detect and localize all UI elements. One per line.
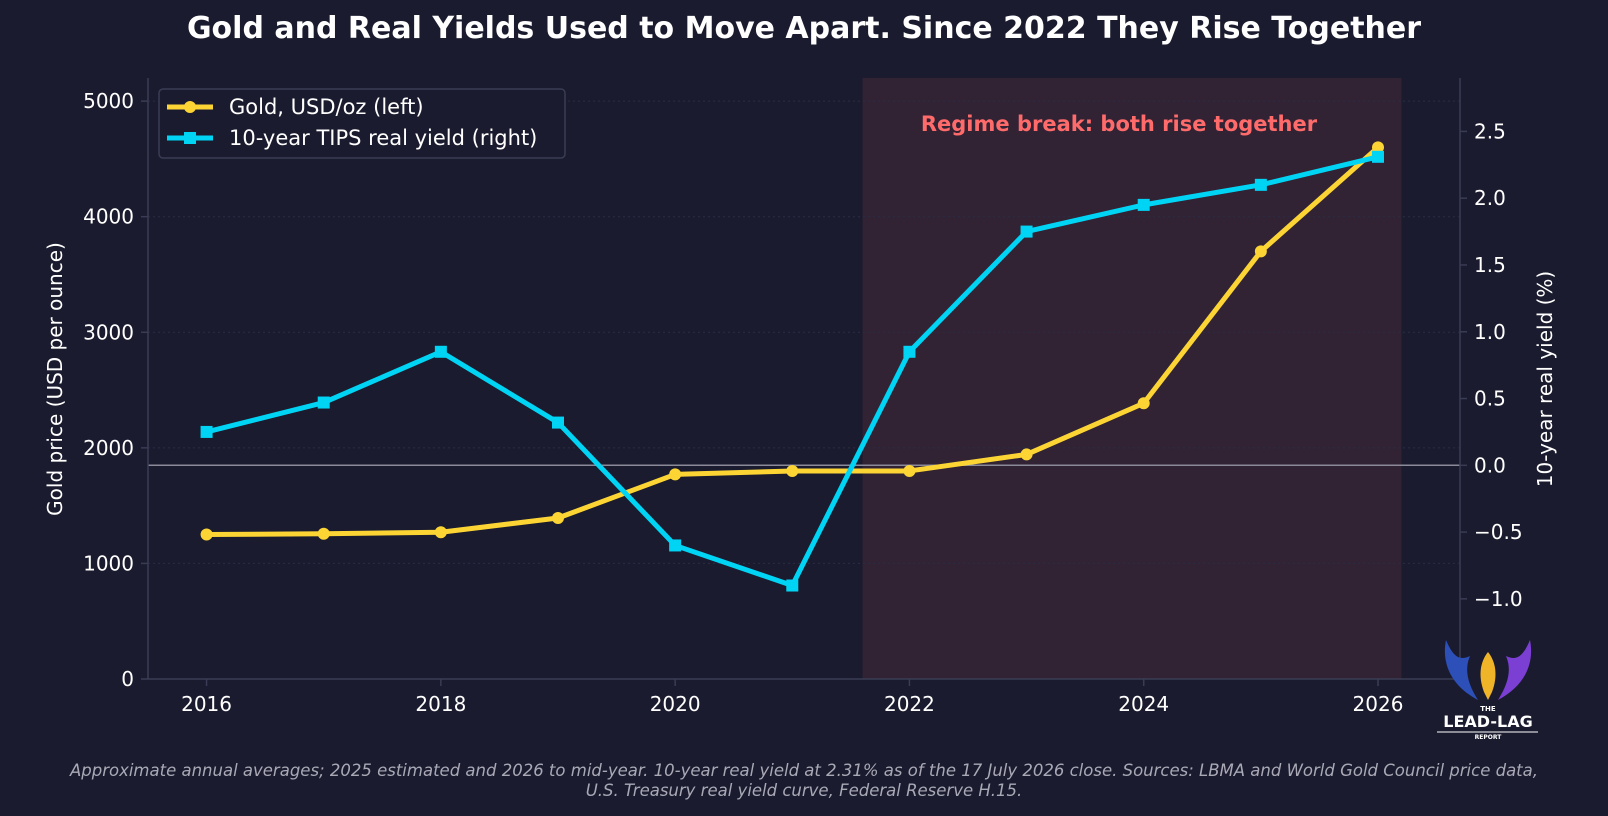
y-right-tick-label: 1.0 — [1474, 320, 1506, 344]
gold-data-point — [1020, 448, 1033, 461]
real-yield-data-point — [786, 579, 799, 592]
y-right-tick-label: −1.0 — [1474, 587, 1523, 611]
x-tick-label: 2024 — [1118, 692, 1169, 716]
gold-data-point — [1372, 141, 1384, 154]
logo-bird-body — [1480, 652, 1496, 700]
y-right-tick-label: 2.5 — [1474, 119, 1506, 143]
gold-data-point — [786, 464, 799, 477]
legend-gold-swatch-marker — [184, 101, 196, 113]
legend-box — [158, 88, 566, 159]
y-right-tick-label: −0.5 — [1474, 520, 1523, 544]
y-left-tick-label: 4000 — [83, 205, 134, 229]
legend-yield-swatch-marker — [184, 132, 196, 144]
left-axis-ticks: 0 1000 2000 3000 4000 5000 — [83, 89, 148, 691]
real-yield-data-point — [317, 396, 330, 409]
real-yield-data-point — [1372, 150, 1384, 163]
gold-data-point — [552, 512, 564, 525]
real-yield-data-point — [434, 345, 447, 358]
x-tick-label: 2026 — [1353, 692, 1404, 716]
gold-data-point — [903, 464, 916, 477]
y-left-tick-label: 2000 — [83, 436, 134, 460]
logo-right-wing — [1498, 640, 1532, 700]
y-left-tick-label: 5000 — [83, 89, 134, 113]
gold-data-point — [317, 527, 330, 540]
right-axis-ticks: −1.0 −0.5 0.0 0.5 1.0 1.5 2.0 2.5 — [1460, 119, 1523, 611]
real-yield-data-point — [1254, 178, 1267, 191]
y-left-tick-label: 3000 — [83, 320, 134, 344]
caption-line-2: U.S. Treasury real yield curve, Federal … — [586, 781, 1023, 800]
real-yield-data-point — [200, 425, 213, 438]
x-tick-label: 2018 — [415, 692, 466, 716]
chart-title: Gold and Real Yields Used to Move Apart.… — [187, 11, 1421, 46]
caption-line-1: Approximate annual averages; 2025 estima… — [69, 761, 1538, 780]
gold-data-point — [200, 528, 213, 541]
y-right-tick-label: 0.0 — [1474, 453, 1506, 477]
x-axis-ticks: 2016 2018 2020 2022 2024 2026 — [181, 679, 1403, 716]
logo-text-lead-lag: LEAD-LAG — [1443, 712, 1532, 731]
real-yield-data-point — [1137, 198, 1150, 211]
gold-data-point — [1254, 245, 1267, 258]
logo-text-report: REPORT — [1475, 734, 1503, 741]
y-right-tick-label: 0.5 — [1474, 387, 1506, 411]
lead-lag-logo: THE LEAD-LAG REPORT — [1437, 640, 1538, 741]
gold-data-point — [669, 468, 682, 481]
gold-data-point — [434, 526, 447, 539]
y-right-axis-label: 10-year real yield (%) — [1533, 271, 1557, 487]
x-tick-label: 2020 — [650, 692, 701, 716]
real-yield-data-point — [1020, 225, 1033, 238]
regime-annotation: Regime break: both rise together — [921, 112, 1318, 136]
logo-left-wing — [1444, 640, 1478, 700]
logo-text-the: THE — [1480, 705, 1496, 713]
gold-data-point — [1137, 397, 1150, 410]
y-left-tick-label: 1000 — [83, 551, 134, 575]
regime-shaded-region — [862, 78, 1402, 679]
x-tick-label: 2016 — [181, 692, 232, 716]
y-right-tick-label: 1.5 — [1474, 253, 1506, 277]
legend-yield-label: 10-year TIPS real yield (right) — [229, 126, 537, 150]
legend: Gold, USD/oz (left) 10-year TIPS real yi… — [158, 88, 566, 159]
legend-gold-label: Gold, USD/oz (left) — [229, 95, 424, 119]
x-tick-label: 2022 — [884, 692, 935, 716]
y-left-tick-label: 0 — [121, 667, 134, 691]
real-yield-data-point — [552, 416, 564, 429]
real-yield-data-point — [903, 345, 916, 358]
y-left-axis-label: Gold price (USD per ounce) — [43, 242, 67, 516]
y-right-tick-label: 2.0 — [1474, 186, 1506, 210]
real-yield-data-point — [669, 539, 682, 552]
series-layer — [200, 141, 1384, 592]
